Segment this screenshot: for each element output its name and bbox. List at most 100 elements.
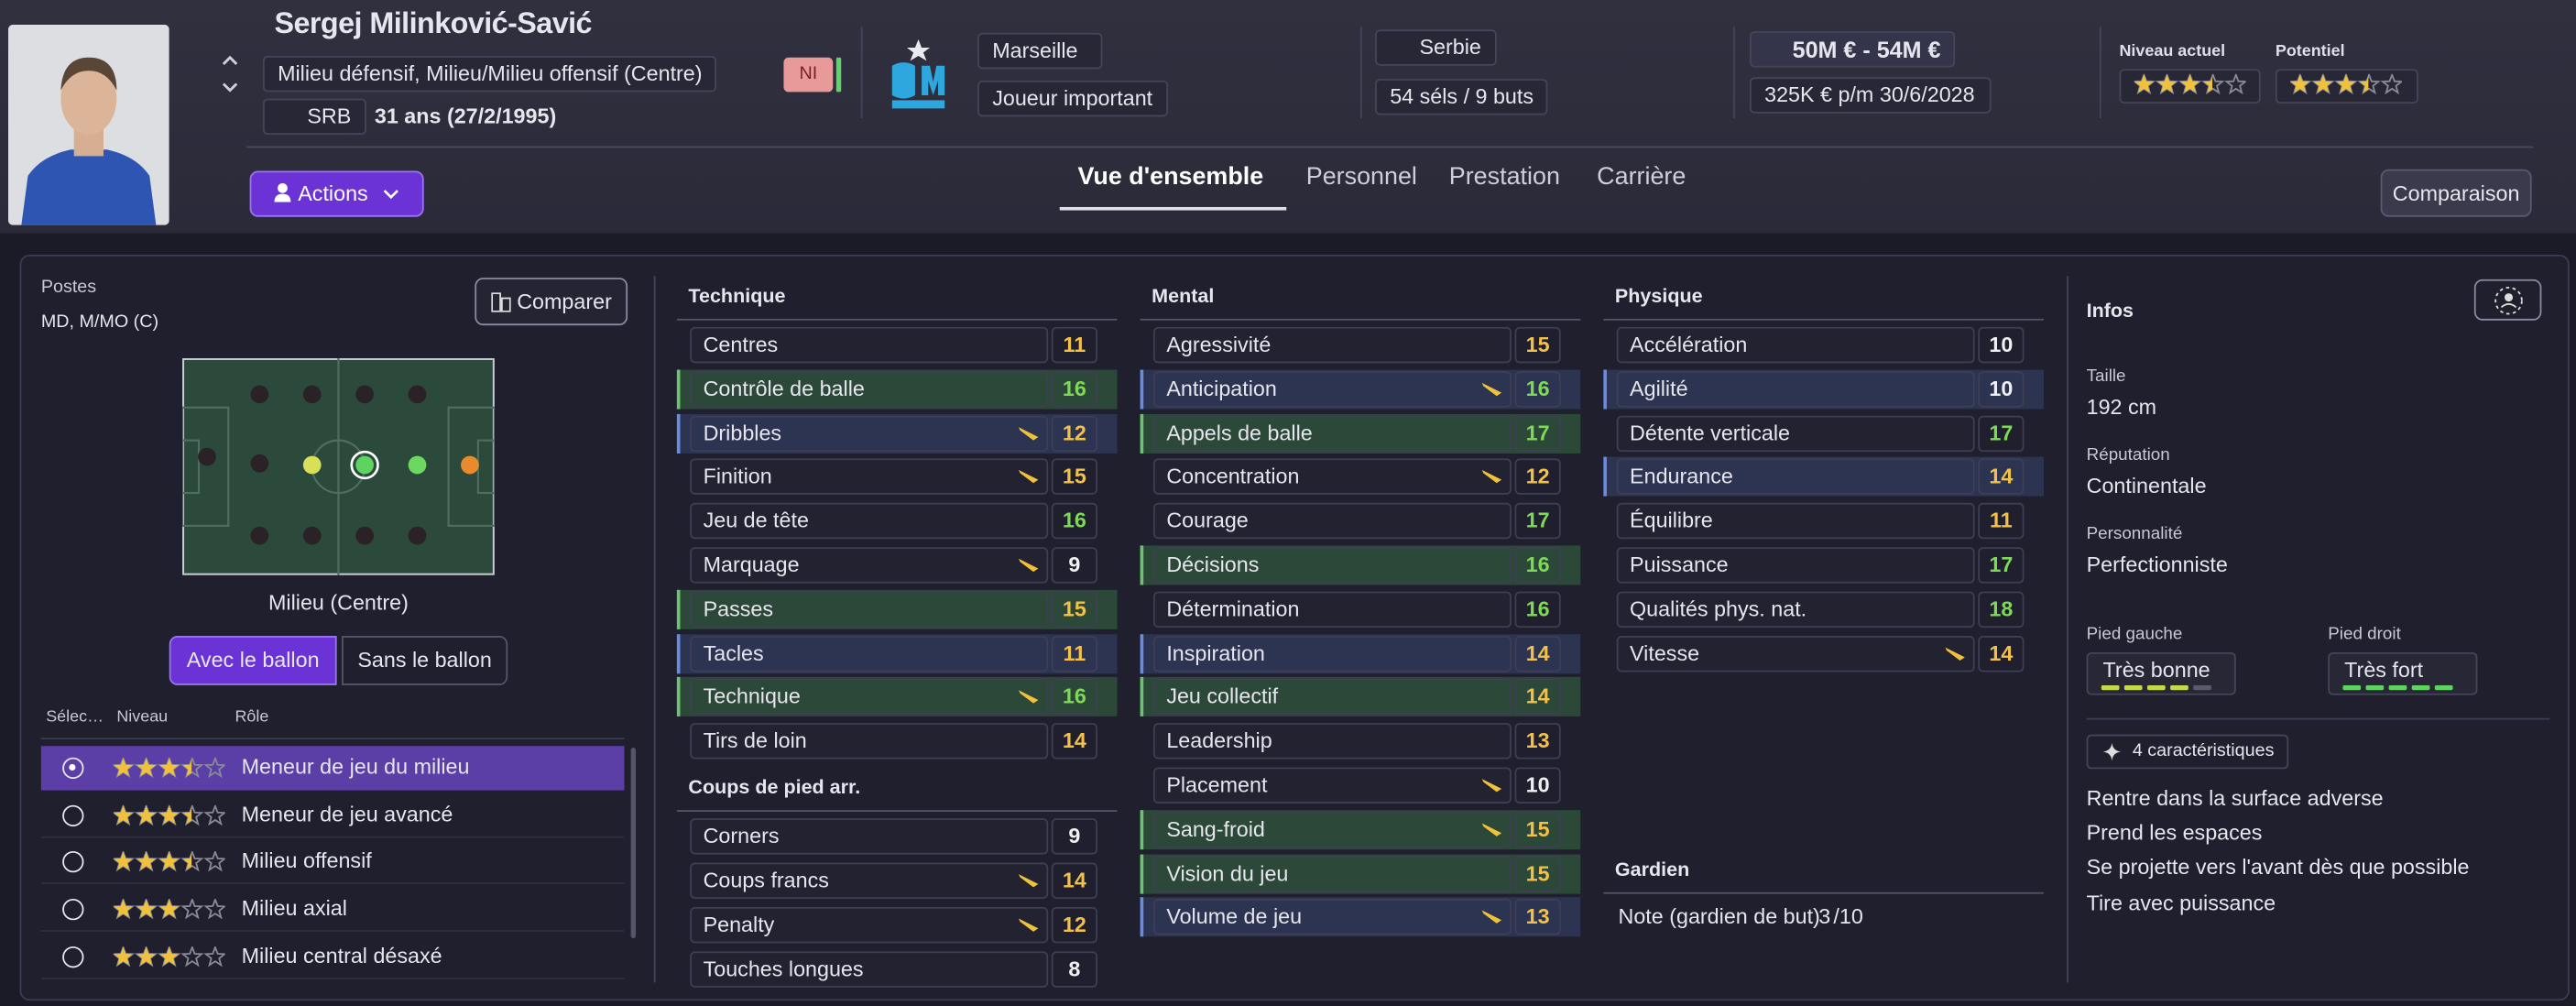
attr-row: [676, 413, 1118, 454]
attr-value-box: [1051, 326, 1097, 364]
radio[interactable]: [62, 899, 84, 921]
attr-name-box: [1152, 855, 1512, 892]
tab[interactable]: Vue d'ensemble: [1077, 162, 1264, 191]
attr-name-box: [1152, 547, 1512, 584]
positions: Milieu défensif, Milieu/Milieu offensif …: [262, 55, 717, 93]
attr-value: 14: [1062, 867, 1086, 892]
trend-arrow: [1481, 911, 1502, 924]
attr-name-box: [1616, 591, 1975, 628]
trait: Rentre dans la surface adverse: [2086, 785, 2384, 811]
arrow-shape: [1945, 646, 1965, 661]
foot-segment: [2170, 684, 2189, 691]
info-label: Taille: [2086, 366, 2126, 387]
attr-name-box: [1152, 811, 1512, 848]
attr-value-box: [1051, 818, 1097, 855]
attr-name: Agressivité: [1166, 332, 1272, 357]
attr-value-box: [1051, 951, 1097, 988]
attr-value-box: [1514, 459, 1561, 496]
attr-value-box: [1051, 591, 1097, 628]
value: 50M € - 54M €: [1749, 31, 1956, 68]
toggle-without-ball[interactable]: Sans le ballon: [342, 636, 508, 685]
attr-name-box: [690, 370, 1049, 408]
radio[interactable]: [62, 946, 84, 968]
star-empty: [134, 851, 158, 873]
info-value: Perfectionniste: [2086, 552, 2228, 577]
column-header: Niveau: [116, 707, 169, 727]
attr-value: 15: [1062, 464, 1086, 489]
star-empty: [180, 757, 204, 779]
arrow-shape: [1018, 558, 1039, 573]
star: [114, 852, 133, 871]
group-title: Gardien: [1614, 858, 1690, 881]
attr-name: Détermination: [1166, 596, 1300, 621]
attr-value: 10: [1989, 332, 2014, 357]
star-empty: [180, 851, 204, 873]
arrow-shape: [1481, 823, 1502, 837]
wage: 325K € p/m: [1764, 82, 1874, 107]
stars: [113, 804, 225, 826]
attr-value: 10: [1989, 376, 2014, 401]
star: [2203, 76, 2212, 93]
foot-bars: [2342, 684, 2453, 691]
role-row[interactable]: [40, 793, 625, 838]
attr-value-box: [1051, 370, 1097, 408]
star: [136, 900, 156, 918]
info-value: Continentale: [2086, 473, 2207, 498]
star-empty: [2357, 73, 2381, 95]
attr-value-box: [1051, 906, 1097, 944]
actions-button[interactable]: Actions: [249, 170, 424, 217]
role-row[interactable]: [40, 935, 625, 979]
star-fill: [2134, 74, 2212, 93]
attr-name: Décisions: [1166, 552, 1260, 577]
infos-button[interactable]: [2473, 279, 2542, 321]
role-row[interactable]: [40, 746, 625, 791]
age: 31 ans (27/2/1995): [374, 103, 557, 128]
comparison-button[interactable]: Comparaison: [2380, 169, 2532, 217]
star: [159, 758, 179, 777]
header-rule: [246, 146, 2534, 148]
arrow-shape: [1018, 426, 1039, 440]
infos-icon: [2494, 286, 2522, 315]
arrow-shape: [1018, 690, 1039, 705]
trait: Se projette vers l'avant dès que possibl…: [2086, 855, 2470, 880]
attr-suffix: /10: [1833, 903, 1863, 929]
attr-name-box: [690, 818, 1049, 855]
star: [114, 900, 133, 918]
radio[interactable]: [62, 757, 84, 780]
attr-row: [1140, 545, 1581, 585]
star-empty: [203, 757, 225, 779]
attr-value-box: [1514, 679, 1561, 716]
attr-name-box: [690, 723, 1049, 760]
scrollbar[interactable]: [630, 747, 637, 939]
attr-value: 11: [1990, 508, 2013, 533]
attr-name-box: [1616, 635, 1975, 672]
attr-value-box: [1514, 855, 1561, 892]
trend-arrow: [1018, 470, 1039, 484]
role-name: Milieu axial: [241, 895, 347, 921]
radio[interactable]: [62, 851, 84, 873]
attr-name-box: [690, 635, 1049, 672]
tab[interactable]: Carrière: [1597, 162, 1686, 191]
star-fill: [2290, 74, 2369, 93]
chevron: [383, 190, 398, 200]
toggle-with-ball[interactable]: Avec le ballon: [169, 636, 337, 685]
column-header: Rôle: [235, 707, 269, 727]
attr-name: Équilibre: [1630, 508, 1713, 533]
radio[interactable]: [62, 804, 84, 826]
attr-name-box: [690, 906, 1049, 944]
attr-name: Technique: [703, 683, 801, 709]
attr-value: 17: [1989, 552, 2014, 577]
attr-name-box: [690, 591, 1049, 628]
role-row[interactable]: [40, 840, 625, 885]
nav-arrows[interactable]: [219, 49, 242, 99]
stars: [2289, 73, 2402, 95]
tab[interactable]: Personnel: [1305, 162, 1417, 191]
tab[interactable]: Prestation: [1448, 162, 1560, 191]
positions-short: MD, M/MO (C): [40, 312, 159, 333]
role-row[interactable]: [40, 888, 625, 933]
star-empty: [2380, 73, 2402, 95]
sparkle: [2102, 742, 2122, 761]
attr-name: Inspiration: [1166, 640, 1265, 665]
star-empty: [180, 946, 204, 968]
